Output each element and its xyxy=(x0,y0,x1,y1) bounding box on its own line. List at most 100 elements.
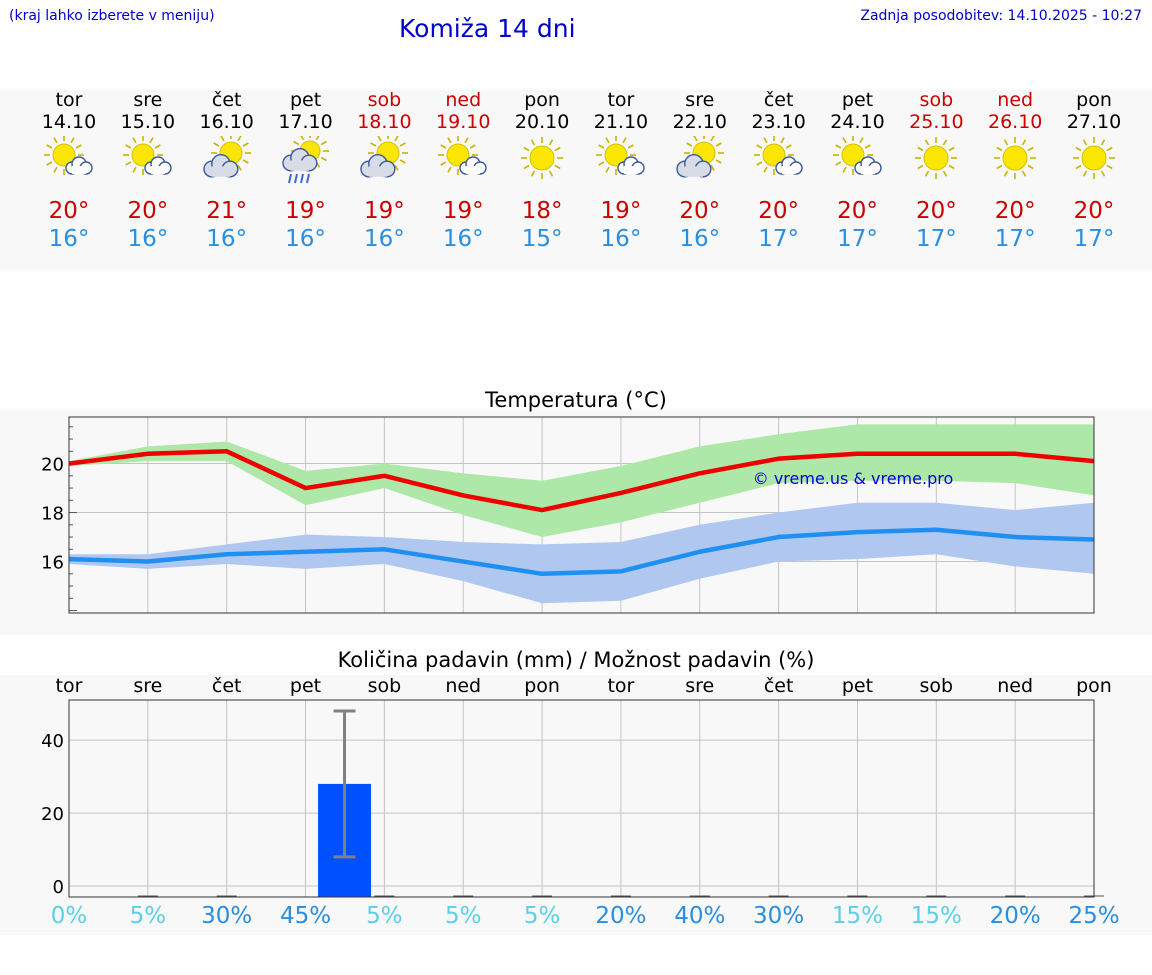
temp-min: 17° xyxy=(915,226,957,252)
series-band xyxy=(69,502,1094,604)
temp-max: 20° xyxy=(127,198,169,224)
error-bar xyxy=(333,709,356,859)
day-name: pon xyxy=(524,89,560,111)
day-date: 24.10 xyxy=(830,111,885,133)
x-tick-label: pon xyxy=(524,675,560,697)
temp-max: 19° xyxy=(285,198,326,224)
day-name: ned xyxy=(445,89,482,111)
cloud-sun-icon xyxy=(676,136,724,178)
day-date: 23.10 xyxy=(751,111,806,133)
day-date: 21.10 xyxy=(593,111,649,133)
series-line xyxy=(68,449,1095,513)
precipitation-chart-title: Količina padavin (mm) / Možnost padavin … xyxy=(337,648,815,672)
precip-probability: 30% xyxy=(201,903,253,929)
plot-frame xyxy=(68,416,1095,614)
forecast-day: tor 14.10 xyxy=(29,89,109,133)
y-tick-label: 18 xyxy=(41,504,64,525)
series-line xyxy=(68,527,1095,577)
precip-probability: 25% xyxy=(1068,903,1120,929)
cloud-sun-icon xyxy=(202,136,251,178)
day-date: 15.10 xyxy=(120,111,176,133)
precip-probability: 15% xyxy=(831,903,884,929)
forecast-day: ned 19.10 xyxy=(423,89,503,133)
forecast-day: sre 22.10 xyxy=(660,89,740,133)
day-name: pet xyxy=(841,89,874,111)
sun-icon xyxy=(915,137,958,179)
day-date: 25.10 xyxy=(909,111,964,133)
x-tick-label: čet xyxy=(212,675,242,697)
temp-min: 16° xyxy=(600,226,642,252)
y-tick-label: 20 xyxy=(41,455,64,476)
forecast-day: ned 26.10 xyxy=(975,89,1055,133)
temp-min: 17° xyxy=(1073,226,1115,252)
temperature-chart-title: Temperatura (°C) xyxy=(485,388,667,412)
forecast-day: sob 25.10 xyxy=(896,89,976,133)
forecast-day: sob 18.10 xyxy=(344,89,424,133)
day-name: sre xyxy=(685,89,715,111)
temp-min: 17° xyxy=(994,226,1036,252)
temp-min: 16° xyxy=(206,226,248,252)
temp-max: 19° xyxy=(600,198,642,224)
day-name: čet xyxy=(763,89,794,111)
temp-max: 19° xyxy=(364,198,405,224)
temp-max: 19° xyxy=(442,198,484,224)
precip-probability: 30% xyxy=(753,903,805,929)
temp-min: 17° xyxy=(837,226,878,252)
temp-max: 20° xyxy=(758,198,800,224)
precipitation-chart: tor sre čet pet sob ned pon tor sre čet pet sob ned p… xyxy=(41,675,1112,898)
forecast-band xyxy=(0,90,1152,270)
forecast-day: tor 21.10 xyxy=(581,89,661,133)
forecast-day: pon 20.10 xyxy=(502,89,582,133)
x-tick-label: tor xyxy=(56,675,83,697)
temp-max: 20° xyxy=(994,198,1036,224)
temp-min: 16° xyxy=(285,226,326,252)
header-left-note: (kraj lahko izberete v meniju) xyxy=(9,8,215,24)
precip-probability: 15% xyxy=(910,903,962,929)
precip-probability: 40% xyxy=(674,903,726,929)
temp-min: 17° xyxy=(758,226,800,252)
forecast-day: pet 24.10 xyxy=(818,89,898,133)
day-name: pet xyxy=(289,89,322,111)
x-tick-label: tor xyxy=(607,675,634,697)
precip-probability: 5% xyxy=(523,903,561,929)
y-tick-label: 40 xyxy=(41,731,64,752)
sun-cloud-icon xyxy=(122,136,172,175)
day-date: 18.10 xyxy=(357,111,412,133)
day-date: 22.10 xyxy=(672,111,727,133)
temp-max: 21° xyxy=(206,198,248,224)
sun-icon xyxy=(1073,137,1116,179)
temp-max: 20° xyxy=(915,198,957,224)
temp-max: 20° xyxy=(837,198,878,224)
y-tick-label: 20 xyxy=(41,804,64,825)
day-date: 17.10 xyxy=(278,111,333,133)
precip-probability: 45% xyxy=(279,903,332,929)
y-tick-label: 16 xyxy=(41,553,64,574)
plot-frame xyxy=(68,699,1095,898)
watermark: © vreme.us & vreme.pro xyxy=(753,469,954,488)
forecast-day: sre 15.10 xyxy=(108,89,188,133)
sun-icon xyxy=(994,137,1037,179)
page-title: Komiža 14 dni xyxy=(399,14,576,43)
plot-area xyxy=(69,700,1094,897)
temp-min: 15° xyxy=(521,226,563,252)
precip-probability: 0% xyxy=(50,903,88,929)
day-name: pon xyxy=(1076,89,1112,111)
day-name: tor xyxy=(55,89,83,111)
temperature-chart: 16 18 20 © vreme.us & vreme.pro xyxy=(41,416,1095,614)
day-name: sob xyxy=(919,89,954,111)
temp-max: 20° xyxy=(48,198,90,224)
day-date: 19.10 xyxy=(436,111,491,133)
temp-max: 18° xyxy=(521,198,563,224)
day-name: tor xyxy=(607,89,635,111)
precip-probability: 5% xyxy=(129,903,167,929)
temp-min: 16° xyxy=(442,226,484,252)
x-tick-label: ned xyxy=(445,675,481,697)
x-tick-label: pet xyxy=(842,675,873,697)
y-tick-label: 0 xyxy=(53,877,64,898)
temp-min: 16° xyxy=(364,226,405,252)
x-tick-label: pon xyxy=(1076,675,1112,697)
x-tick-label: sob xyxy=(368,675,402,697)
precip-probability: 20% xyxy=(595,903,647,929)
forecast-day: čet 23.10 xyxy=(739,89,819,133)
sun-cloud-icon xyxy=(438,136,487,175)
